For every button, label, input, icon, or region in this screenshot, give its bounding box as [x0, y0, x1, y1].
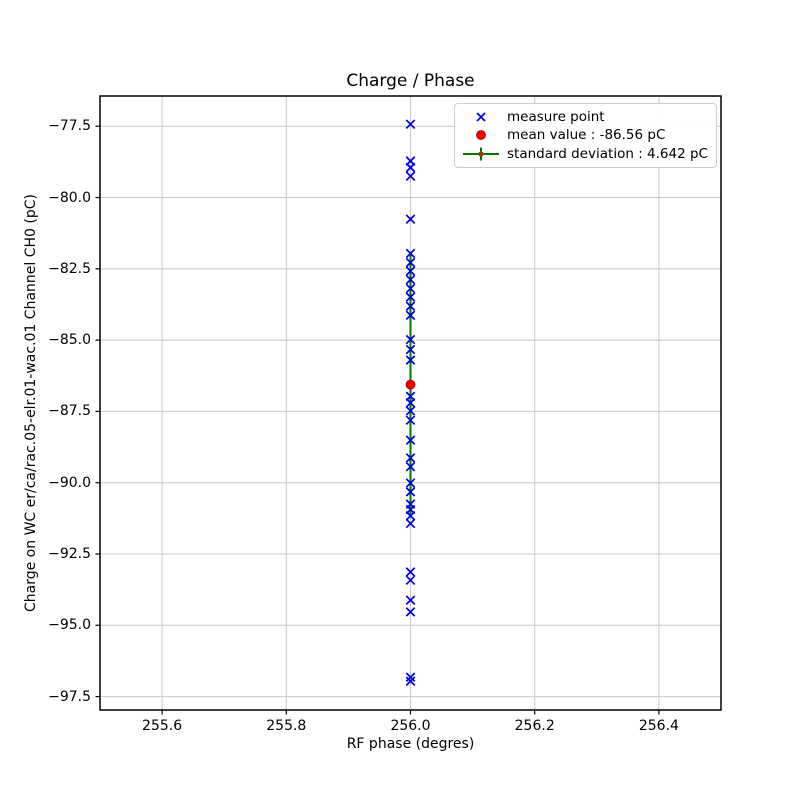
- measure-point-marker: [405, 461, 416, 472]
- measure-point-marker: [405, 334, 416, 345]
- y-tick-label: −85.0: [48, 332, 91, 349]
- legend: measure point mean value : -86.56 pC sta…: [454, 103, 717, 168]
- measure-point-marker: [405, 344, 416, 355]
- legend-item-measure-point: measure point: [461, 108, 708, 126]
- measure-point-x-icon: [476, 112, 486, 122]
- x-tick-label: 255.8: [266, 718, 307, 734]
- y-tick-label: −97.5: [48, 688, 91, 705]
- y-tick-label: −80.0: [48, 189, 91, 206]
- standard-deviation-errorbar-icon: [463, 147, 499, 161]
- measure-point-marker: [405, 355, 416, 365]
- measure-point-marker: [405, 283, 416, 294]
- measure-point-marker: [405, 435, 416, 446]
- measure-point-marker: [405, 607, 416, 617]
- y-tick-label: −90.0: [48, 474, 91, 491]
- x-tick-label: 256.2: [514, 718, 555, 734]
- measure-point-marker: [405, 595, 416, 606]
- measure-point-marker: [405, 119, 416, 130]
- legend-label-standard-deviation: standard deviation : 4.642 pC: [507, 145, 708, 162]
- mean-value-marker: [405, 379, 416, 390]
- measure-point-marker: [405, 274, 416, 285]
- y-tick-label: −77.5: [48, 118, 91, 135]
- measure-point-marker: [405, 567, 416, 577]
- legend-label-mean-value: mean value : -86.56 pC: [507, 127, 666, 144]
- x-tick-label: 256.0: [390, 718, 431, 734]
- measure-point-marker: [405, 676, 416, 686]
- measure-point-marker: [405, 310, 416, 321]
- measure-point-marker: [405, 171, 416, 181]
- measure-point-marker: [405, 257, 416, 268]
- legend-item-standard-deviation: standard deviation : 4.642 pC: [461, 145, 708, 163]
- y-tick-label: −95.0: [48, 617, 91, 634]
- measure-point-marker: [405, 672, 416, 683]
- measure-point-marker: [405, 162, 416, 173]
- measure-point-marker: [405, 214, 416, 225]
- measure-point-marker: [405, 453, 416, 463]
- measure-point-marker: [405, 292, 416, 302]
- measure-point-marker: [405, 478, 416, 488]
- measure-point-marker: [405, 518, 416, 529]
- measure-point-marker: [405, 415, 416, 426]
- measure-point-marker: [405, 248, 416, 259]
- y-tick-label: −87.5: [48, 403, 91, 420]
- measure-point-marker: [405, 398, 416, 408]
- y-tick-label: −92.5: [48, 546, 91, 562]
- chart-title: Charge / Phase: [346, 71, 475, 91]
- x-tick-label: 255.6: [142, 718, 183, 734]
- legend-label-measure-point: measure point: [507, 109, 605, 126]
- measure-point-marker: [405, 406, 416, 416]
- x-tick-label: 256.4: [638, 718, 679, 734]
- x-axis-label: RF phase (degres): [346, 736, 475, 752]
- y-tick-label: −82.5: [48, 260, 91, 277]
- measure-point-marker: [405, 510, 416, 521]
- legend-item-mean-value: mean value : -86.56 pC: [461, 126, 708, 144]
- measure-point-marker: [405, 575, 416, 586]
- measure-point-marker: [405, 487, 416, 497]
- mean-value-dot-icon: [476, 130, 486, 141]
- measure-point-marker: [405, 301, 416, 311]
- measure-point-marker: [405, 266, 416, 276]
